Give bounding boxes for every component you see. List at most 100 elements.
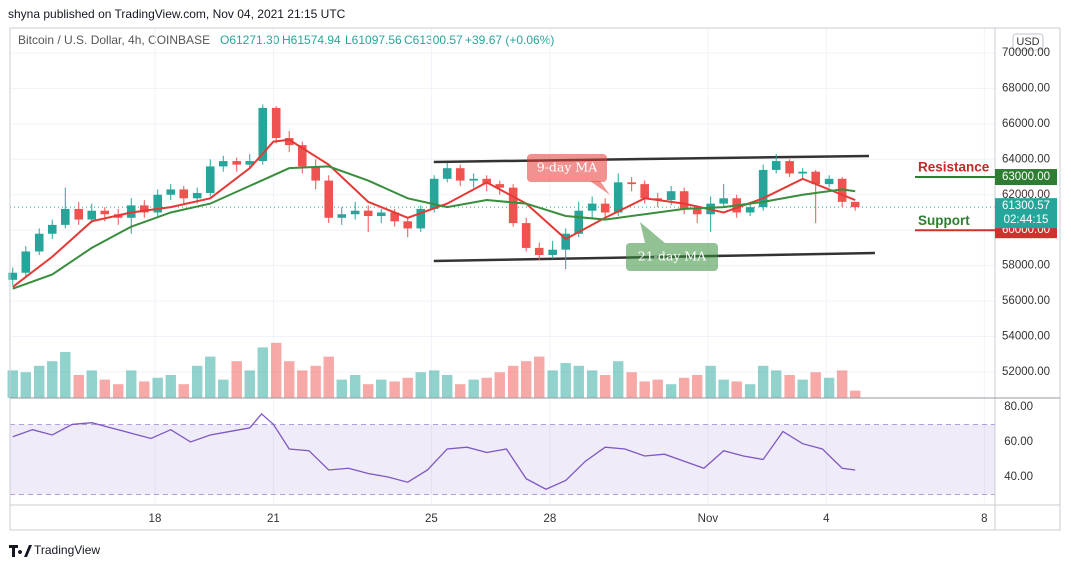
volume-bar [810,372,821,398]
level-tag-label: 63000.00 [1002,171,1050,183]
volume-bar [113,384,124,398]
low-label: L61097.56 [345,33,402,47]
volume-bar [389,381,400,398]
candle-body [297,145,307,167]
high-label: H61574.94 [282,33,341,47]
candle-body [258,107,268,162]
volume-bar [297,370,308,398]
volume-bar [363,384,374,398]
volume-bar [415,372,426,398]
y-tick-label: 68000.00 [1002,82,1050,94]
publisher: shyna published on TradingView.com, Nov … [8,7,346,21]
volume-bar [349,375,361,398]
volume-bar [520,361,532,398]
change-label: +39.67 (+0.06%) [465,33,554,47]
brand-logo [9,545,32,557]
candle-body [666,191,676,201]
brand: TradingView [34,543,100,557]
volume-bar [691,375,703,398]
candle-body [798,171,807,174]
x-tick-label: 21 [267,513,280,525]
annotation-box [527,154,607,182]
volume-bar [205,356,216,398]
volume-bar [139,381,150,398]
volume-bar [560,363,571,398]
candle-body [8,272,18,280]
candle-body [21,251,31,273]
volume-bar [86,370,97,398]
candle-body [350,210,360,215]
volume-bar [639,381,650,398]
last-price-tag [995,198,1057,229]
level-name: Resistance [918,160,990,175]
volume-bar [705,365,716,398]
moving-average [12,138,856,288]
volume-bar [718,379,729,398]
volume-bar [613,361,624,398]
candle-body [179,189,189,199]
volume-bar [599,375,611,398]
candle-body [192,192,202,199]
volume-bar [770,370,782,398]
volume-bar [218,379,229,398]
countdown-label: 02:44:15 [1004,214,1049,226]
volume-bar [797,379,808,398]
candle-body [87,210,97,220]
candle-body [771,161,781,170]
x-tick-label: 4 [823,513,830,525]
candle-body [403,221,413,229]
x-tick-label: 18 [149,513,162,525]
level-tag [995,169,1057,186]
candle-body [60,208,70,225]
candle-body [495,184,505,188]
rsi-tick-label: 60.00 [1004,436,1033,448]
candle-body [587,203,597,211]
plot-frame [9,27,1061,531]
volume-bar [244,370,255,398]
candle-body [627,182,636,185]
volume-bar [165,375,176,398]
candle-body [245,161,255,165]
candle-body [376,212,386,217]
candle-body [74,208,84,220]
volume-bar [547,370,558,398]
candle-body [47,224,57,234]
volume-bar [34,365,45,398]
moving-average [12,165,856,290]
candle-body [692,208,702,215]
y-tick-label: 52000.00 [1002,366,1050,378]
candle-body [745,207,755,213]
y-tick-label: 58000.00 [1002,260,1050,272]
candle-body [153,194,163,213]
rsi-band [10,424,995,495]
currency-badge[interactable] [1012,33,1044,51]
volume-bar [586,370,598,398]
volume-bar [284,361,295,398]
candle-body [640,184,649,199]
candle-body [284,138,294,146]
currency: USD [1016,36,1039,48]
volume-bar [7,370,18,398]
volume-bar [257,347,268,398]
volume-bar [534,356,545,398]
volume-bar [494,372,505,398]
rsi-line [12,413,856,490]
rsi-tick-label: 40.00 [1004,471,1033,483]
volume-bar [757,365,769,398]
annotation-pointer [590,181,610,195]
level-name: Support [918,213,970,228]
x-tick-label: 28 [543,513,556,525]
rsi-tick-label: 80.00 [1004,401,1033,413]
volume-bar [823,377,835,398]
volume-bar [784,375,795,398]
candle-body [205,166,215,193]
candle-body [548,249,557,255]
candle-body [232,161,242,165]
candle-body [390,212,399,222]
candle-body [758,169,768,208]
volume-bar [573,365,584,398]
volume-bar [178,384,189,398]
volume-bar [441,375,453,398]
x-tick-label: 8 [981,513,987,525]
